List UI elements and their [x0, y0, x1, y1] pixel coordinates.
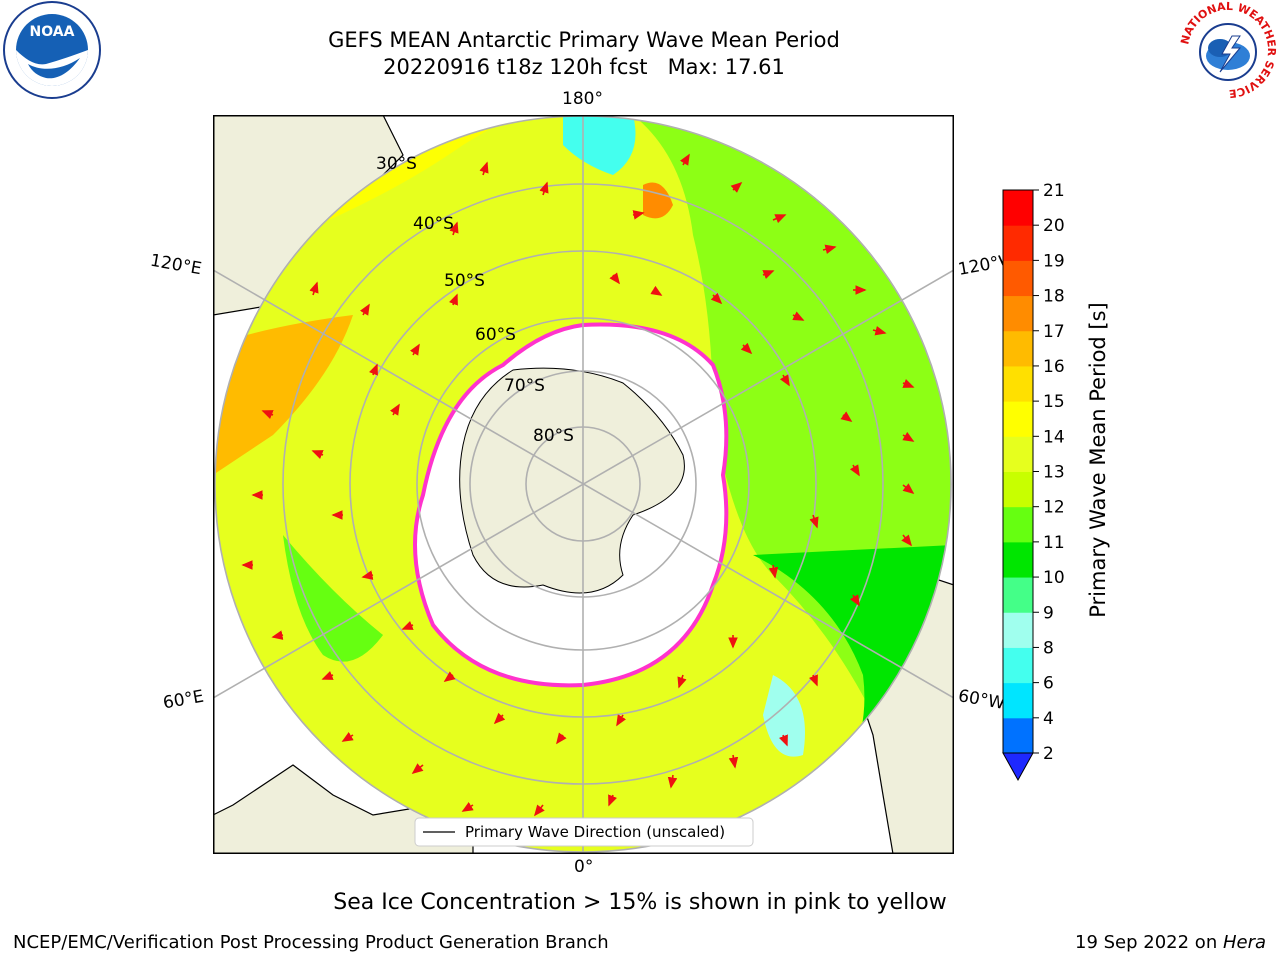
lat-label-60s: 60°S — [475, 325, 516, 345]
colorbar-segment — [1003, 401, 1033, 437]
colorbar-tick-label: 16 — [1043, 357, 1065, 377]
lon-label-120e: 120°E — [148, 250, 204, 280]
colorbar-tick-label: 20 — [1043, 216, 1065, 236]
colorbar-segment — [1003, 330, 1033, 367]
credit-text: NCEP/EMC/Verification Post Processing Pr… — [13, 932, 609, 953]
polar-map: 30°S 40°S 50°S 60°S 70°S 80°S Primary Wa… — [213, 115, 954, 854]
land-antarctica — [459, 367, 685, 594]
colorbar-segment — [1003, 365, 1033, 402]
sea-ice-note: Sea Ice Concentration > 15% is shown in … — [333, 890, 947, 915]
colorbar-segment — [1003, 541, 1033, 578]
colorbar-segment — [1003, 471, 1033, 508]
colorbar-segment — [1003, 260, 1033, 297]
colorbar-segment — [1003, 647, 1033, 684]
lon-label-0: 0° — [574, 857, 594, 877]
colorbar-tick-label: 18 — [1043, 287, 1065, 307]
colorbar-tick-label: 2 — [1043, 744, 1054, 764]
map-legend: Primary Wave Direction (unscaled) — [414, 817, 754, 847]
colorbar-tick-label: 10 — [1043, 568, 1065, 588]
colorbar-segment — [1003, 682, 1033, 719]
noaa-logo-icon: NOAA — [3, 1, 101, 99]
colorbar-segment — [1003, 577, 1033, 613]
date-stamp: 19 Sep 2022 on Hera — [1075, 932, 1266, 953]
colorbar-tick-label: 21 — [1043, 181, 1065, 201]
field-green-west — [283, 535, 383, 662]
colorbar-tick-label: 8 — [1043, 638, 1054, 658]
colorbar-segment — [1003, 506, 1033, 543]
lon-label-180: 180° — [562, 89, 603, 109]
lat-label-30s: 30°S — [376, 154, 417, 174]
colorbar-tick-label: 14 — [1043, 427, 1065, 447]
colorbar-tick-label: 9 — [1043, 603, 1054, 623]
colorbar-tick-label: 4 — [1043, 709, 1054, 729]
lat-label-70s: 70°S — [504, 376, 545, 396]
colorbar-tick-label: 17 — [1043, 322, 1065, 342]
host-name: Hera — [1222, 932, 1266, 953]
colorbar-extend-triangle — [1002, 752, 1034, 782]
nws-logo-icon: NATIONAL WEATHER SERVICE — [1178, 0, 1278, 100]
colorbar-segment — [1003, 295, 1033, 332]
colorbar-segment — [1003, 190, 1033, 226]
lat-label-80s: 80°S — [533, 426, 574, 446]
noaa-logo-text: NOAA — [30, 24, 75, 40]
field-cyan-east — [763, 675, 805, 757]
colorbar-segment — [1003, 436, 1033, 472]
colorbar-label: Primary Wave Mean Period [s] — [1086, 302, 1110, 618]
colorbar-tick-label: 6 — [1043, 674, 1054, 694]
colorbar-tick-label: 11 — [1043, 533, 1065, 553]
date-text: 19 Sep 2022 on — [1075, 932, 1223, 953]
colorbar-tick-label: 12 — [1043, 498, 1065, 518]
colorbar-segment — [1003, 612, 1033, 648]
colorbar-tick-label: 15 — [1043, 392, 1065, 412]
lat-label-50s: 50°S — [444, 271, 485, 291]
colorbar-segment — [1003, 717, 1033, 754]
wave-direction-arrows — [241, 153, 915, 817]
colorbar-tick-label: 19 — [1043, 251, 1065, 271]
legend-label: Primary Wave Direction (unscaled) — [465, 823, 725, 841]
field-orange-west — [215, 315, 353, 475]
colorbar-tick-label: 13 — [1043, 463, 1065, 483]
colorbar-segment — [1003, 225, 1033, 261]
lat-label-40s: 40°S — [413, 214, 454, 234]
chart-subtitle: 20220916 t18z 120h fcst Max: 17.61 — [383, 55, 785, 79]
colorbar: 2 4 6 8 9 10 11 12 13 14 15 16 17 18 19 20 21 — [1002, 181, 1065, 782]
chart-title: GEFS MEAN Antarctic Primary Wave Mean Pe… — [328, 28, 840, 52]
lon-label-60e: 60°E — [161, 686, 206, 714]
field-cyan-north — [563, 116, 636, 175]
